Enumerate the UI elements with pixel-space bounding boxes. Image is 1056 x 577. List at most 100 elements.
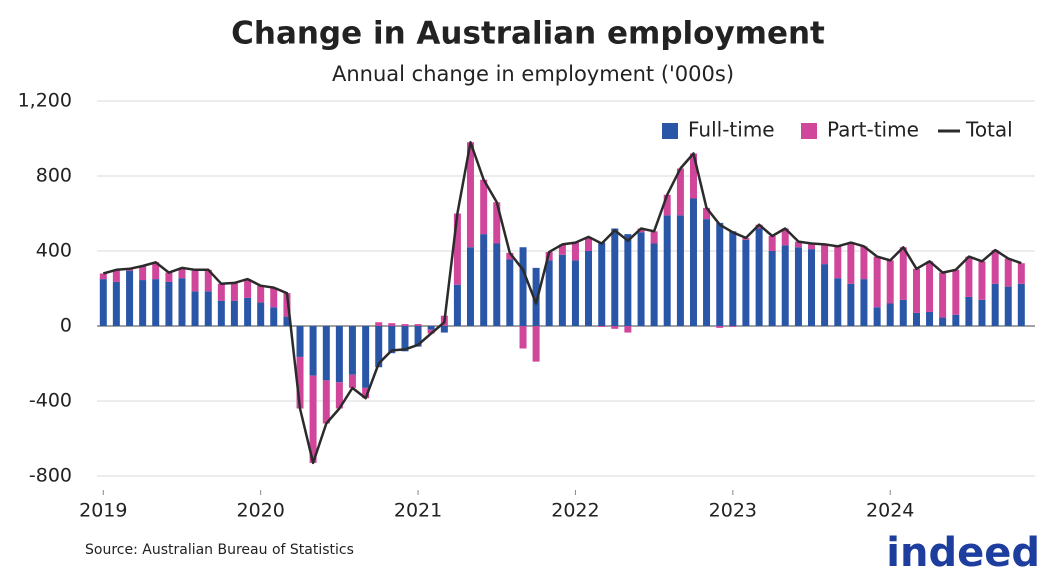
legend-label: Part-time	[827, 118, 919, 142]
x-tick-label: 2023	[709, 500, 757, 522]
bar	[401, 324, 409, 326]
bar	[283, 293, 291, 317]
x-tick-label: 2019	[79, 500, 127, 522]
bar	[1004, 286, 1012, 326]
bar	[99, 279, 107, 326]
bar	[335, 382, 343, 409]
bar	[283, 316, 291, 326]
bar	[821, 264, 829, 326]
bar	[768, 251, 776, 326]
bar	[637, 228, 645, 233]
bar	[939, 317, 947, 326]
x-tick-label: 2024	[866, 500, 914, 522]
bar	[558, 244, 566, 255]
bar	[165, 272, 173, 282]
bar	[112, 281, 120, 326]
bar	[230, 282, 238, 301]
bar	[689, 153, 697, 199]
bar	[873, 256, 881, 308]
y-tick-label: 800	[36, 165, 72, 187]
bar	[506, 259, 514, 326]
bar	[676, 215, 684, 326]
bar	[139, 280, 147, 326]
bar	[637, 232, 645, 326]
bar	[466, 247, 474, 326]
bar	[453, 284, 461, 326]
bar	[1017, 283, 1025, 326]
bar	[493, 202, 501, 244]
bar	[676, 168, 684, 216]
bar	[414, 326, 422, 347]
bar	[165, 281, 173, 326]
bar	[244, 279, 252, 298]
bar	[834, 278, 842, 326]
bar	[794, 241, 802, 248]
bar	[322, 326, 330, 381]
bar	[729, 326, 737, 327]
bar	[611, 326, 619, 329]
bar	[926, 311, 934, 326]
y-tick-label: -400	[29, 390, 72, 412]
bar	[703, 207, 711, 220]
bar	[663, 215, 671, 326]
bar	[939, 272, 947, 318]
bar	[244, 297, 252, 326]
bar	[204, 291, 212, 326]
bar	[506, 252, 514, 260]
bar	[375, 322, 383, 326]
bar	[375, 326, 383, 368]
y-tick-label: -800	[29, 465, 72, 487]
bar	[794, 247, 802, 326]
bar	[453, 213, 461, 285]
x-tick-label: 2020	[236, 500, 284, 522]
bar	[991, 250, 999, 284]
bar	[689, 198, 697, 326]
legend-swatch	[801, 123, 817, 139]
bar	[270, 307, 278, 326]
bar	[886, 303, 894, 326]
bar	[663, 194, 671, 216]
bar	[362, 387, 370, 399]
bar	[532, 267, 540, 326]
bar	[139, 266, 147, 281]
bar	[650, 243, 658, 326]
bar	[899, 247, 907, 300]
total-line	[102, 141, 1022, 465]
bar	[847, 283, 855, 326]
bar	[952, 269, 960, 315]
bar	[558, 254, 566, 326]
bar	[466, 142, 474, 248]
bar	[493, 243, 501, 326]
bar	[152, 279, 160, 326]
bar	[1017, 263, 1025, 284]
bar	[532, 326, 540, 362]
bar	[296, 326, 304, 357]
y-tick-label: 400	[36, 240, 72, 262]
bar	[99, 273, 107, 280]
bar	[755, 224, 763, 229]
bar	[519, 326, 527, 349]
bar	[427, 326, 435, 330]
bar	[414, 324, 422, 326]
bar	[480, 234, 488, 326]
bar	[716, 222, 724, 326]
y-tick-label: 0	[60, 315, 72, 337]
bar	[401, 326, 409, 352]
bar	[965, 296, 973, 326]
bar	[217, 283, 225, 301]
bar	[571, 242, 579, 261]
bar	[480, 179, 488, 235]
bar	[217, 300, 225, 326]
bar	[545, 260, 553, 326]
bar	[729, 231, 737, 326]
bar	[899, 299, 907, 326]
bar	[755, 228, 763, 326]
bar	[912, 312, 920, 326]
bar	[519, 247, 527, 326]
bar	[808, 243, 816, 250]
bar	[821, 244, 829, 265]
bar	[768, 236, 776, 251]
legend-label: Total	[965, 118, 1013, 142]
bar	[178, 278, 186, 326]
legend-swatch	[662, 123, 678, 139]
